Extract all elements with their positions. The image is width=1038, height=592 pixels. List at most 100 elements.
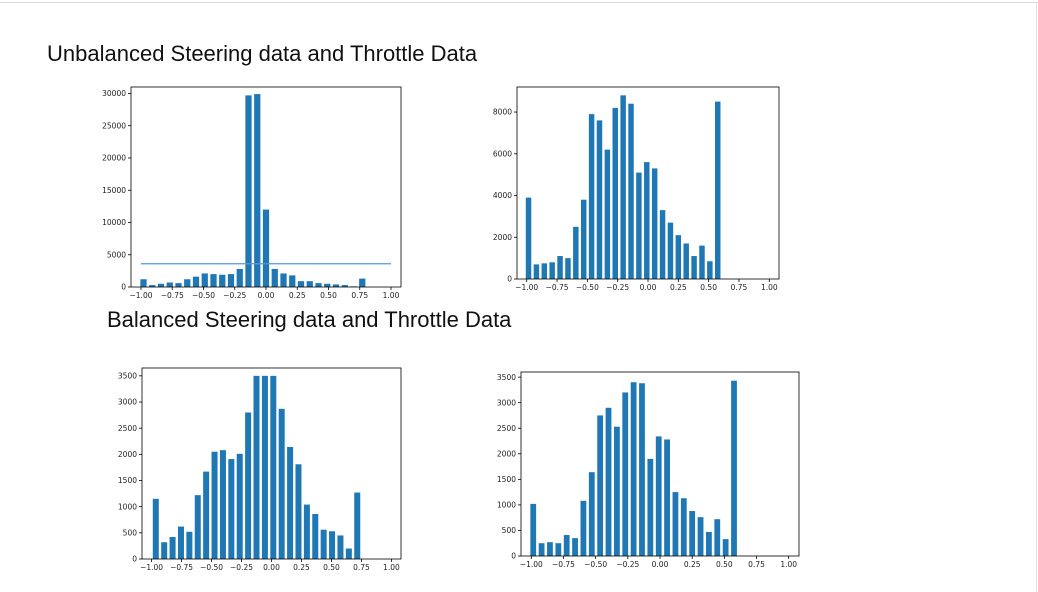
bar (605, 407, 612, 556)
bar (245, 412, 252, 559)
y-tick-label: 500 (123, 529, 138, 538)
bar (565, 258, 571, 279)
bar (697, 517, 704, 556)
bar (287, 447, 294, 559)
bar (588, 114, 595, 279)
bar (337, 535, 344, 559)
x-tick-label: 0.50 (320, 291, 337, 300)
bar (297, 281, 305, 287)
x-tick-label: 0.00 (652, 560, 669, 569)
bar (563, 535, 570, 556)
y-tick-label: 0 (132, 555, 137, 564)
x-tick-label: 1.00 (780, 560, 797, 569)
x-tick-label: 0.75 (351, 291, 368, 300)
bar (538, 543, 545, 556)
bar (354, 492, 361, 559)
bar (359, 278, 366, 287)
bar (219, 274, 226, 287)
bar (332, 284, 340, 287)
bar (203, 471, 210, 559)
bar (714, 519, 721, 556)
bar (573, 226, 579, 279)
balanced-heading: Balanced Steering data and Throttle Data (107, 307, 512, 332)
bar (320, 529, 327, 559)
y-tick-label: 20000 (102, 154, 126, 163)
bar (530, 503, 537, 556)
x-tick-label: −0.25 (616, 560, 639, 569)
bar (555, 543, 562, 556)
x-tick-label: 1.00 (383, 563, 400, 572)
y-tick-label: 1000 (497, 501, 516, 510)
bar (672, 492, 679, 556)
bar (644, 162, 650, 279)
x-tick-label: 0.25 (684, 560, 701, 569)
bar (166, 282, 173, 287)
y-tick-label: 3000 (497, 398, 516, 407)
top-divider (0, 2, 1038, 3)
unbalanced-heading: Unbalanced Steering data and Throttle Da… (47, 41, 478, 66)
bar (236, 453, 243, 559)
x-tick-label: 0.25 (289, 291, 306, 300)
bar (533, 264, 540, 279)
bar (659, 210, 666, 279)
bar (715, 101, 721, 279)
bar (689, 511, 696, 556)
bar (683, 243, 689, 279)
bar (201, 273, 208, 287)
y-tick-label: 0 (511, 552, 516, 561)
x-tick-label: −1.00 (515, 283, 538, 292)
bar (655, 436, 662, 556)
y-tick-label: 0 (121, 283, 126, 292)
y-tick-label: 25000 (102, 121, 126, 130)
bar (289, 275, 296, 287)
x-tick-label: −0.50 (192, 291, 215, 300)
bar (161, 542, 168, 559)
x-tick-label: 0.75 (353, 563, 370, 572)
bar (236, 268, 243, 287)
y-tick-label: 4000 (493, 191, 512, 200)
y-tick-label: 3000 (118, 398, 137, 407)
bar (140, 279, 147, 287)
x-tick-label: 0.00 (258, 291, 275, 300)
bar (254, 94, 261, 287)
x-tick-label: −1.00 (130, 291, 153, 300)
bar (315, 283, 322, 287)
bar (699, 245, 705, 279)
bar (324, 283, 331, 287)
x-tick-label: 0.50 (323, 563, 340, 572)
bar (184, 279, 191, 287)
y-tick-label: 1500 (497, 475, 516, 484)
y-tick-label: 5000 (107, 250, 126, 259)
bar (604, 149, 611, 279)
x-tick-label: 0.25 (670, 283, 687, 292)
x-tick-label: 0.75 (748, 560, 765, 569)
x-tick-label: −1.00 (140, 563, 163, 572)
bar (525, 197, 532, 279)
bar (664, 439, 670, 556)
x-tick-label: 0.25 (293, 563, 310, 572)
bar (628, 103, 634, 279)
bar (194, 495, 201, 559)
y-tick-label: 0 (507, 275, 512, 284)
x-tick-label: −1.00 (520, 560, 543, 569)
bar (271, 268, 278, 287)
bar (175, 283, 182, 287)
y-tick-label: 1000 (118, 502, 137, 511)
bar (630, 382, 637, 556)
bar (547, 542, 553, 556)
bar (329, 531, 336, 559)
x-tick-label: −0.50 (576, 283, 599, 292)
bar (253, 375, 260, 559)
x-tick-label: 0.75 (731, 283, 748, 292)
x-tick-label: 0.50 (700, 283, 717, 292)
y-tick-label: 8000 (493, 108, 512, 117)
bar (169, 537, 176, 559)
bar (295, 464, 302, 559)
y-tick-label: 3500 (118, 372, 137, 381)
y-tick-label: 1500 (118, 476, 137, 485)
bar (691, 256, 697, 279)
bar (651, 168, 658, 279)
